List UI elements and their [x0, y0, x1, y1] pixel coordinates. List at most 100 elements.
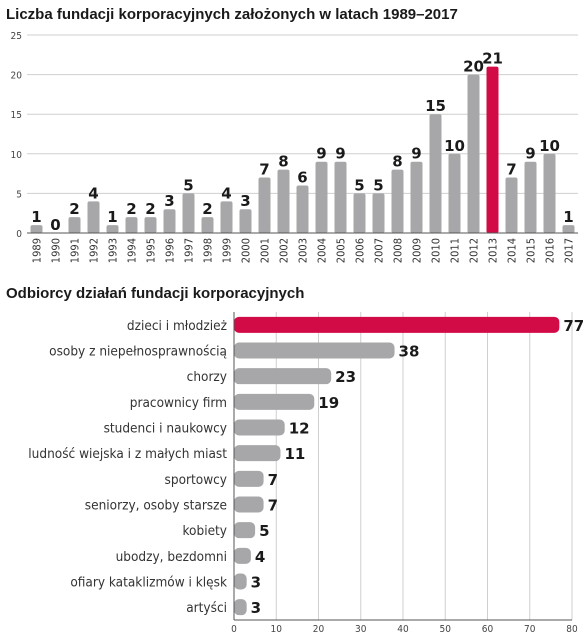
bar-2015: [524, 161, 537, 233]
data-label-1992: 4: [88, 184, 98, 202]
data-label-2000: 3: [240, 192, 250, 210]
x-tick-label-2007: 2007: [373, 238, 386, 263]
category-label-ludnosc-wiejska-i-z-malych-miast: ludność wiejska i z małych miast: [28, 446, 227, 462]
x-tick-label-2016: 2016: [544, 238, 557, 263]
data-label-2003: 6: [297, 168, 307, 186]
bar-2010: [429, 114, 442, 233]
data-label-2002: 8: [278, 153, 288, 171]
data-label-1995: 2: [145, 200, 155, 218]
x-tick-label-1998: 1998: [202, 238, 215, 263]
yearly-bar-chart: 0510152025119890199021991419921199321994…: [11, 31, 578, 263]
bar-sportowcy: [234, 470, 264, 487]
y-tick-label: 20: [11, 71, 23, 82]
category-label-artysci: artyści: [186, 600, 227, 616]
x-tick-label: 10: [271, 624, 283, 635]
data-label-2012: 20: [463, 58, 484, 76]
data-label-2011: 10: [444, 137, 465, 155]
x-tick-label: 20: [313, 624, 325, 635]
x-tick-label: 70: [524, 624, 536, 635]
category-label-kobiety: kobiety: [183, 523, 228, 539]
x-tick-label-1993: 1993: [107, 238, 120, 263]
x-tick-label-2009: 2009: [411, 238, 424, 263]
x-tick-label-2008: 2008: [392, 238, 405, 263]
x-tick-label-2015: 2015: [525, 238, 538, 263]
category-label-chorzy: chorzy: [187, 369, 227, 385]
data-label-1991: 2: [69, 200, 79, 218]
x-tick-label-1999: 1999: [221, 238, 234, 263]
bar-2000: [239, 209, 252, 233]
data-label-2006: 5: [354, 176, 364, 194]
bar-ofiary-kataklizmow-i-klesk: [234, 573, 247, 590]
data-label-1990: 0: [50, 216, 60, 234]
data-label-2013: 21: [482, 50, 503, 68]
data-label-2008: 8: [392, 153, 402, 171]
x-tick-label-1996: 1996: [164, 238, 177, 263]
x-tick-label: 40: [397, 624, 409, 635]
chart-title-founded-per-year: Liczba fundacji korporacyjnych założonyc…: [6, 6, 458, 23]
x-tick-label-1994: 1994: [126, 238, 139, 263]
y-tick-label: 5: [16, 189, 22, 200]
x-tick-label-2017: 2017: [563, 238, 576, 263]
bar-1992: [87, 201, 100, 233]
x-tick-label-1989: 1989: [31, 238, 44, 263]
data-label-1996: 3: [164, 192, 174, 210]
bar-2004: [315, 161, 328, 233]
data-label-ofiary-kataklizmow-i-klesk: 3: [251, 574, 261, 592]
bar-2012: [467, 74, 480, 233]
bar-1995: [144, 217, 157, 233]
bar-1994: [125, 217, 138, 233]
bar-seniorzy-osoby-starsze: [234, 496, 264, 513]
bar-ubodzy-bezdomni: [234, 547, 251, 564]
data-label-1994: 2: [126, 200, 136, 218]
bar-2007: [372, 193, 385, 233]
bar-1991: [68, 217, 81, 233]
bar-kobiety: [234, 522, 256, 539]
x-tick-label-1990: 1990: [50, 238, 63, 263]
category-label-pracownicy-firm: pracownicy firm: [130, 395, 227, 411]
bar-dzieci-i-mlodziez: [234, 316, 560, 333]
bar-2011: [448, 153, 461, 233]
category-label-studenci-i-naukowcy: studenci i naukowcy: [104, 421, 227, 437]
bar-artysci: [234, 599, 247, 616]
x-tick-label-2014: 2014: [506, 238, 519, 263]
data-label-2009: 9: [411, 145, 421, 163]
data-label-1989: 1: [31, 208, 41, 226]
data-label-1997: 5: [183, 176, 193, 194]
data-label-2010: 15: [425, 97, 446, 115]
x-tick-label-2011: 2011: [449, 238, 462, 263]
x-tick-label-1991: 1991: [69, 238, 82, 263]
data-label-sportowcy: 7: [268, 471, 278, 489]
chart-title-recipients: Odbiorcy działań fundacji korporacyjnych: [6, 285, 305, 302]
x-tick-label-2001: 2001: [259, 238, 272, 263]
data-label-2014: 7: [506, 161, 516, 179]
data-label-seniorzy-osoby-starsze: 7: [268, 497, 278, 515]
bar-studenci-i-naukowcy: [234, 419, 285, 436]
bar-2016: [543, 153, 556, 233]
x-tick-label-2012: 2012: [468, 238, 481, 263]
x-tick-label: 60: [482, 624, 494, 635]
bar-2003: [296, 185, 309, 233]
bar-2001: [258, 177, 271, 233]
data-label-osoby-z-niepelnosprawnoscia: 38: [399, 343, 420, 361]
category-label-ofiary-kataklizmow-i-klesk: ofiary kataklizmów i klęsk: [70, 575, 227, 591]
data-label-chorzy: 23: [335, 368, 356, 386]
x-tick-label: 30: [355, 624, 367, 635]
x-tick-label-2000: 2000: [240, 238, 253, 263]
data-label-1999: 4: [221, 184, 231, 202]
data-label-ludnosc-wiejska-i-z-malych-miast: 11: [284, 445, 305, 463]
bar-1993: [106, 225, 119, 233]
x-tick-label-2013: 2013: [487, 238, 500, 263]
data-label-dzieci-i-mlodziez: 77: [563, 317, 584, 335]
bar-1999: [220, 201, 233, 233]
x-tick-label: 0: [231, 624, 237, 635]
bar-2017: [562, 225, 575, 233]
bar-1996: [163, 209, 176, 233]
bar-2013: [486, 66, 499, 234]
x-tick-label-2010: 2010: [430, 238, 443, 263]
x-tick-label-2002: 2002: [278, 238, 291, 263]
data-label-1993: 1: [107, 208, 117, 226]
y-tick-label: 10: [11, 150, 23, 161]
x-tick-label-2005: 2005: [335, 238, 348, 263]
data-label-pracownicy-firm: 19: [318, 394, 339, 412]
